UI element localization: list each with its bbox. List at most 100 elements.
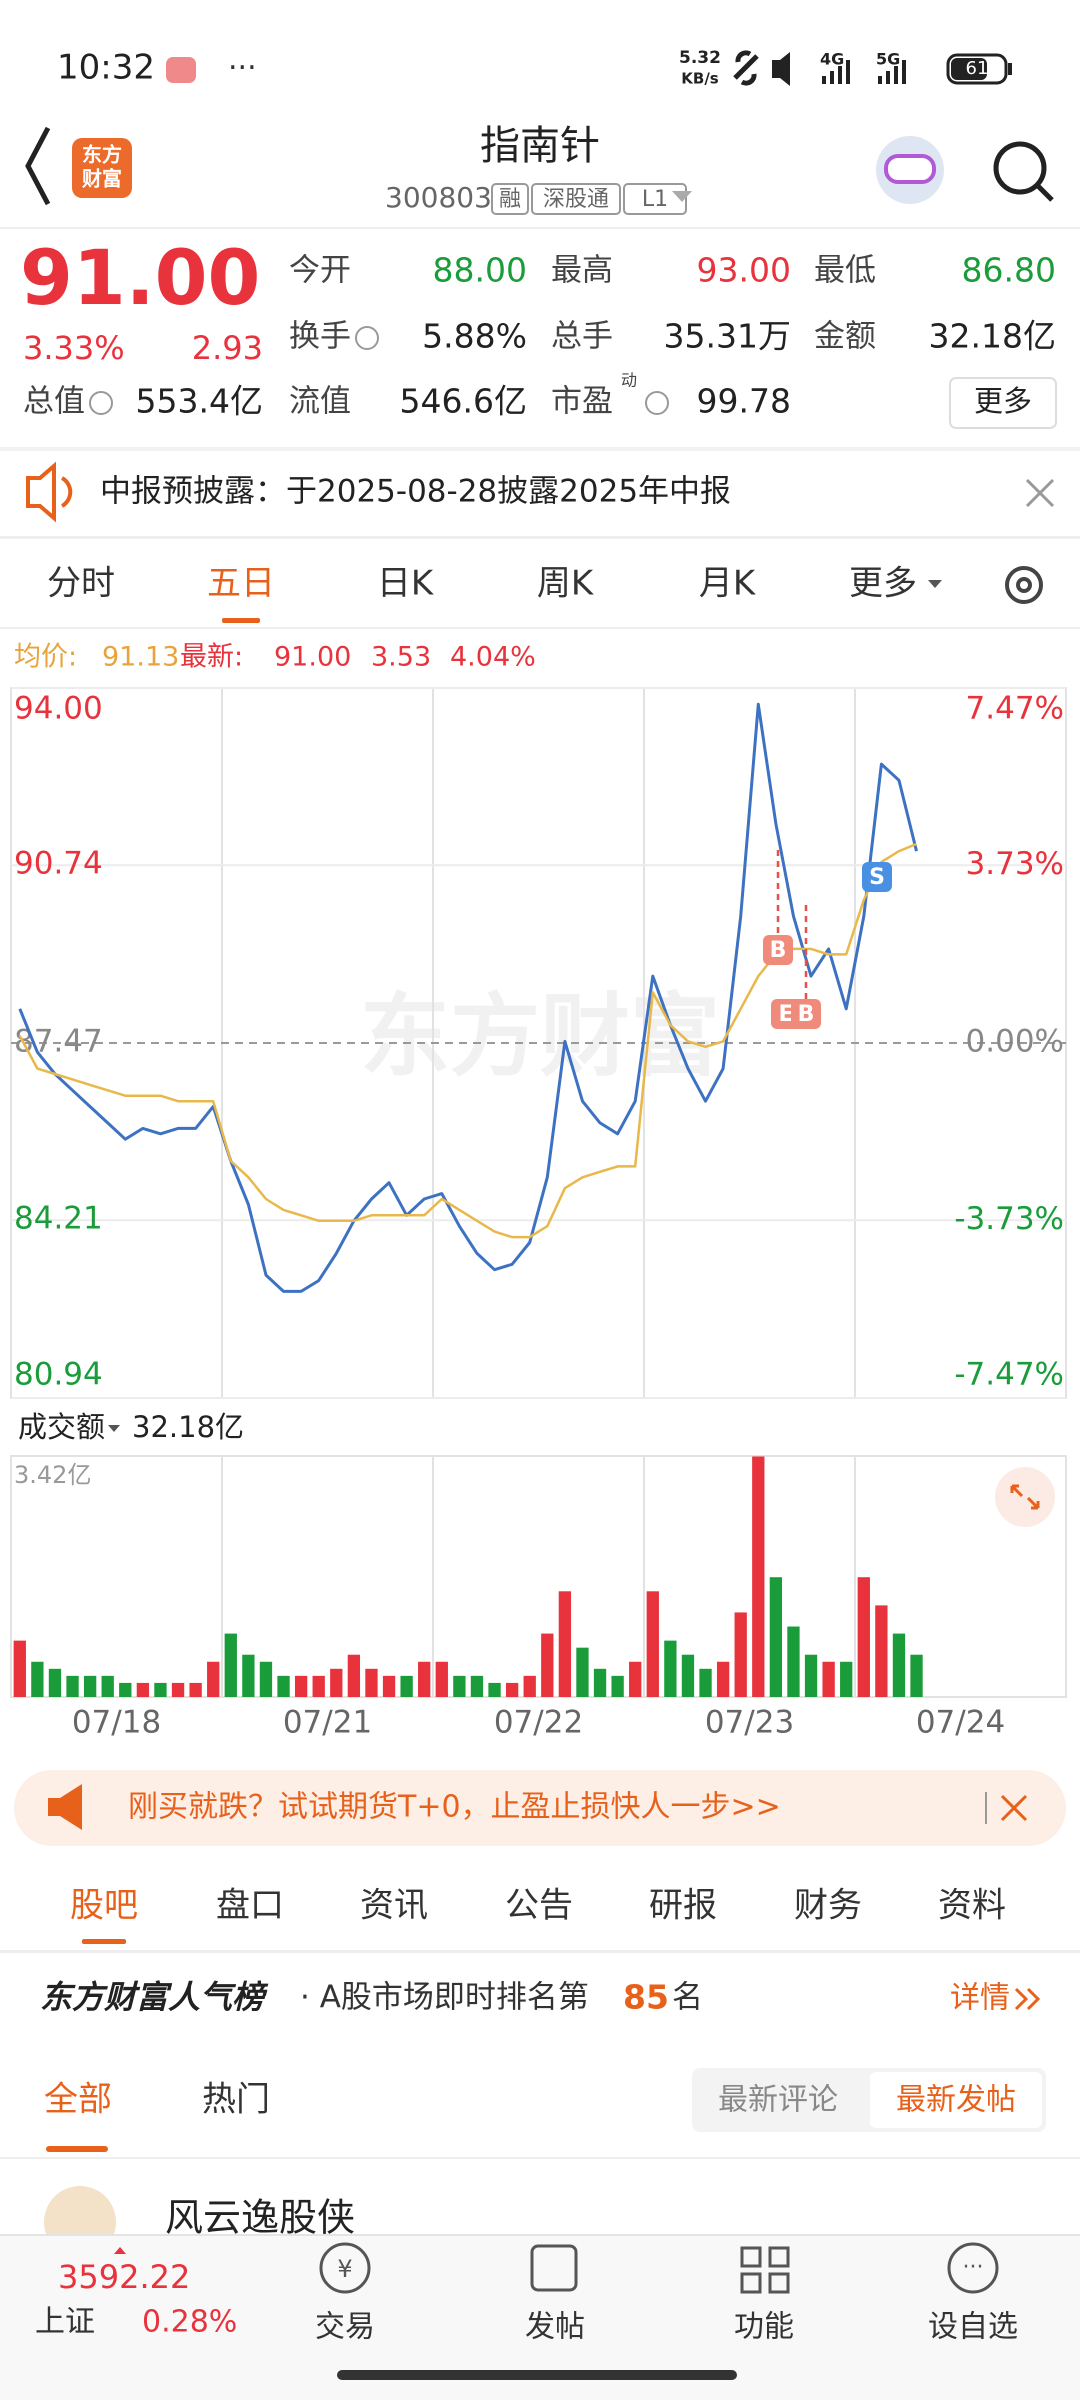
net-5g: 5G <box>876 50 900 69</box>
index-value[interactable]: 3592.22 <box>58 2258 190 2296</box>
ad-banner[interactable] <box>14 1770 1066 1846</box>
nav-item[interactable]: 交易 <box>315 2310 375 2345</box>
price-chart: 均价: 91.13 最新: 91.00 3.53 4.04% 东方财富 94.00 90.74 8… <box>10 642 1067 1741</box>
robot-face <box>884 154 936 184</box>
mute-icon <box>772 52 790 86</box>
x-tick-label: 07/24 <box>916 1705 1005 1741</box>
chart-info: 3.53 <box>371 642 431 673</box>
dropdown[interactable] <box>672 191 692 202</box>
ad-text[interactable]: 刚买就跌？试试期货T+0，止盈止损快人一步>> <box>128 1790 781 1825</box>
period-tab[interactable]: 更多 <box>849 564 917 604</box>
notice-text[interactable]: 中报预披露：于2025-08-28披露2025年中报 <box>100 474 731 510</box>
battery-level <box>951 58 987 80</box>
net-4g: 4G <box>820 50 844 69</box>
more-button-text[interactable]: 更多 <box>974 384 1032 418</box>
more-button[interactable] <box>949 377 1057 429</box>
post-author[interactable]: 风云逸股侠 <box>165 2196 355 2240</box>
volume-bar <box>505 1682 519 1697</box>
expand-button[interactable] <box>995 1467 1055 1527</box>
feed-tab[interactable]: 热门 <box>202 2080 270 2120</box>
app-logo <box>72 138 132 198</box>
y-tick-label: 80.94 <box>14 1357 103 1393</box>
volume-bar <box>875 1605 888 1697</box>
ranking-suffix: 名 <box>672 1980 703 2016</box>
notice-close[interactable] <box>1025 478 1055 508</box>
feed-tab[interactable]: 全部 <box>44 2080 112 2120</box>
volume-bar <box>400 1675 413 1697</box>
chart-info: 4.04% <box>450 642 536 673</box>
volume-bar <box>787 1626 800 1697</box>
volume-bar <box>523 1675 536 1697</box>
y-tick-label: 94.00 <box>14 691 103 727</box>
period-tab[interactable]: 五日 <box>207 564 275 604</box>
divider <box>0 1950 1080 1953</box>
volume-bar <box>804 1654 818 1697</box>
stock-code: 300803 <box>385 181 492 214</box>
trade-marker <box>791 999 821 1029</box>
index-name[interactable]: 上证 <box>35 2305 95 2340</box>
volume-bar <box>31 1661 44 1697</box>
period-tab[interactable]: 月K <box>699 564 757 604</box>
volume-bar <box>154 1682 167 1697</box>
volume-bar <box>541 1633 554 1697</box>
field-value: 88.00 <box>433 251 527 290</box>
field-label: 最低 <box>814 253 876 289</box>
volume-bar <box>593 1668 607 1697</box>
volume-bar <box>611 1675 624 1697</box>
volume-bar <box>629 1661 642 1697</box>
volume-bar <box>716 1661 730 1697</box>
period-tab[interactable]: 周K <box>537 564 595 604</box>
volume-bar <box>277 1675 290 1697</box>
volume-bar <box>189 1682 202 1697</box>
sort-button[interactable]: 最新评论 <box>718 2083 838 2118</box>
field-value: 546.6亿 <box>400 382 527 421</box>
section-tab[interactable]: 股吧 <box>70 1886 138 1926</box>
ad-icon <box>48 1784 82 1830</box>
volume-bar <box>734 1612 747 1697</box>
y-tick-label: 90.74 <box>14 846 103 882</box>
x-tick-label: 07/22 <box>494 1705 583 1741</box>
net-speed: 5.32 <box>679 48 721 68</box>
volume-label: 成交额 <box>18 1410 105 1444</box>
volume-bar <box>699 1668 712 1697</box>
battery-text: 61 <box>966 58 989 79</box>
net-unit: KB/s <box>681 70 719 88</box>
volume-bar <box>488 1682 501 1697</box>
volume-bar <box>83 1675 97 1697</box>
trade-marker-label: B <box>798 1002 815 1027</box>
ad-close[interactable] <box>1000 1794 1028 1822</box>
index-change[interactable]: 0.28% <box>142 2305 237 2340</box>
y2-tick-label: -7.47% <box>954 1357 1064 1393</box>
tag-box <box>531 183 621 215</box>
ranking-link[interactable]: 详情 <box>950 1981 1010 2016</box>
section-tab[interactable]: 盘口 <box>216 1886 284 1926</box>
y2-tick-label: 7.47% <box>966 691 1064 727</box>
volume-bar <box>769 1577 783 1697</box>
nav-item[interactable]: 功能 <box>734 2310 794 2345</box>
section-tab[interactable]: 财务 <box>794 1886 862 1926</box>
settings-button[interactable] <box>1005 566 1043 604</box>
sort-button[interactable]: 最新发帖 <box>896 2083 1016 2118</box>
info-icon <box>355 326 379 350</box>
section-tab[interactable]: 资料 <box>938 1886 1006 1926</box>
volume-bar <box>470 1675 484 1697</box>
tag-box <box>623 183 687 215</box>
section-tab[interactable]: 公告 <box>505 1886 573 1926</box>
nav-item[interactable]: 设自选 <box>928 2310 1018 2345</box>
y2-tick-label: 0.00% <box>966 1024 1064 1060</box>
search-button[interactable] <box>993 141 1047 195</box>
ranking-arrow <box>1014 1987 1041 2011</box>
volume-bar <box>101 1675 114 1697</box>
ranking-title: 东方财富人气榜 <box>40 1978 269 2016</box>
nav-item[interactable]: 发帖 <box>525 2310 585 2345</box>
back-button[interactable] <box>25 126 51 206</box>
trade-marker-label: S <box>869 865 885 890</box>
index-arrow <box>114 2247 126 2254</box>
settings-core <box>1016 577 1032 593</box>
period-tab[interactable]: 日K <box>377 564 435 604</box>
field-label: 金额 <box>814 319 876 355</box>
section-tab[interactable]: 资讯 <box>360 1886 428 1926</box>
period-tab[interactable]: 分时 <box>47 564 115 604</box>
section-tab[interactable]: 研报 <box>649 1886 717 1926</box>
volume-bar <box>66 1675 79 1697</box>
